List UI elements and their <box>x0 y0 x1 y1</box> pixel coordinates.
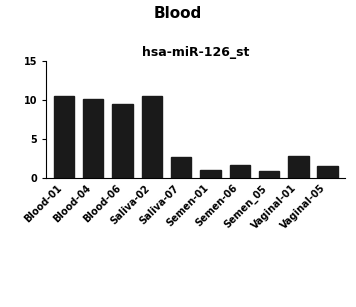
Bar <box>83 99 104 178</box>
Bar <box>112 104 133 178</box>
Bar <box>230 165 250 178</box>
Title: hsa-miR-126_st: hsa-miR-126_st <box>142 46 250 59</box>
Bar <box>318 166 338 178</box>
Bar <box>200 170 221 178</box>
Text: Blood: Blood <box>154 6 202 21</box>
Bar <box>54 95 74 178</box>
Bar <box>142 95 162 178</box>
Bar <box>259 171 279 178</box>
Bar <box>171 157 192 178</box>
Bar <box>288 156 309 178</box>
